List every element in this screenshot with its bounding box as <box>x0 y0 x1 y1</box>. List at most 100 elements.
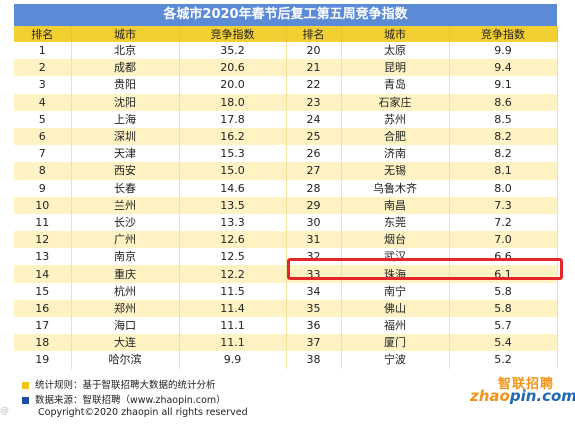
table-row: 15 杭州 11.5 34 南宁 5.8 <box>14 282 558 300</box>
cell-index: 8.2 <box>449 145 558 163</box>
cell-city: 杭州 <box>71 282 180 300</box>
cell-city: 深圳 <box>71 127 180 146</box>
header-index: 竞争指数 <box>179 26 287 42</box>
cell-city: 兰州 <box>71 196 180 214</box>
cell-city: 北京 <box>71 42 180 60</box>
cell-city: 哈尔滨 <box>71 351 180 369</box>
cell-index: 14.6 <box>179 179 287 197</box>
cell-index: 15.3 <box>179 145 287 163</box>
cell-index: 6.6 <box>449 248 558 266</box>
cell-city: 昆明 <box>341 59 450 77</box>
header-city: 城市 <box>341 26 450 42</box>
header-rank: 排名 <box>14 26 72 42</box>
cell-city: 太原 <box>341 42 450 60</box>
table-row: 7 天津 15.3 26 济南 8.2 <box>14 145 558 163</box>
cell-rank: 31 <box>286 231 342 249</box>
cell-index: 18.0 <box>179 93 287 111</box>
cell-rank: 10 <box>14 196 72 214</box>
cell-index: 11.5 <box>179 282 287 300</box>
cell-index: 11.1 <box>179 317 287 335</box>
cell-rank: 17 <box>14 317 72 335</box>
cell-rank: 34 <box>286 282 342 300</box>
table-header-row: 排名 城市 竞争指数 排名 城市 竞争指数 <box>14 26 558 42</box>
logo-cn: 智联招聘 <box>498 377 555 392</box>
cell-rank: 8 <box>14 162 72 180</box>
table-row: 4 沈阳 18.0 23 石家庄 8.6 <box>14 93 558 111</box>
cell-index: 8.5 <box>449 110 558 128</box>
cell-rank: 6 <box>14 127 72 146</box>
table-row: 17 海口 11.1 36 福州 5.7 <box>14 317 558 335</box>
cell-city: 烟台 <box>341 231 450 249</box>
header-index: 竞争指数 <box>449 26 558 42</box>
cell-rank: 7 <box>14 145 72 163</box>
cell-rank: 4 <box>14 93 72 111</box>
cell-index: 5.4 <box>449 334 558 352</box>
cell-rank: 30 <box>286 213 342 232</box>
cell-index: 5.8 <box>449 299 558 317</box>
cell-city: 苏州 <box>341 110 450 128</box>
yellow-square-icon <box>22 382 29 389</box>
cell-rank: 14 <box>14 265 72 283</box>
cell-rank: 12 <box>14 231 72 249</box>
cell-rank: 3 <box>14 76 72 94</box>
cell-index: 12.5 <box>179 248 287 266</box>
cell-city: 长沙 <box>71 213 180 232</box>
cell-city: 贵阳 <box>71 76 180 94</box>
cell-rank: 26 <box>286 145 342 163</box>
cell-index: 13.5 <box>179 196 287 214</box>
cell-rank: 29 <box>286 196 342 214</box>
cell-index: 12.2 <box>179 265 287 283</box>
highlight-box <box>287 258 563 280</box>
cell-index: 16.2 <box>179 127 287 146</box>
cell-index: 5.7 <box>449 317 558 335</box>
cell-rank: 13 <box>14 248 72 266</box>
cell-index: 7.0 <box>449 231 558 249</box>
cell-city: 宁波 <box>341 351 450 369</box>
cell-rank: 5 <box>14 110 72 128</box>
table-row: 5 上海 17.8 24 苏州 8.5 <box>14 110 558 128</box>
cell-rank: 23 <box>286 93 342 111</box>
cell-rank: 27 <box>286 162 342 180</box>
table-row: 12 广州 12.6 31 烟台 7.0 <box>14 231 558 249</box>
cell-rank: 35 <box>286 299 342 317</box>
table-row: 3 贵阳 20.0 22 青岛 9.1 <box>14 76 558 94</box>
cell-index: 5.2 <box>449 351 558 369</box>
ranking-table: 排名 城市 竞争指数 排名 城市 竞争指数 1 北京 35.2 20 太原 9.9 2 成都 2… <box>14 26 558 369</box>
cell-index: 7.3 <box>449 196 558 214</box>
cell-city: 大连 <box>71 334 180 352</box>
watermark: @ <box>0 406 9 416</box>
logo-en: zhaopin.com <box>470 387 575 405</box>
copyright: Copyright©2020 zhaopin all rights reserv… <box>38 407 248 418</box>
footer-source: 数据来源：智联招聘（www.zhaopin.com） <box>22 392 226 406</box>
cell-index: 7.2 <box>449 213 558 232</box>
cell-city: 佛山 <box>341 299 450 317</box>
cell-index: 20.0 <box>179 76 287 94</box>
cell-rank: 1 <box>14 42 72 60</box>
cell-city: 合肥 <box>341 127 450 146</box>
cell-rank: 22 <box>286 76 342 94</box>
cell-city: 青岛 <box>341 76 450 94</box>
cell-city: 南宁 <box>341 282 450 300</box>
table-row: 11 长沙 13.3 30 东莞 7.2 <box>14 213 558 232</box>
cell-index: 5.8 <box>449 282 558 300</box>
cell-rank: 36 <box>286 317 342 335</box>
cell-index: 20.6 <box>179 59 287 77</box>
blue-square-icon <box>22 397 29 404</box>
cell-city: 沈阳 <box>71 93 180 111</box>
cell-city: 成都 <box>71 59 180 77</box>
header-city: 城市 <box>71 26 180 42</box>
cell-rank: 28 <box>286 179 342 197</box>
cell-rank: 2 <box>14 59 72 77</box>
cell-rank: 9 <box>14 179 72 197</box>
cell-city: 石家庄 <box>341 93 450 111</box>
table-row: 2 成都 20.6 21 昆明 9.4 <box>14 59 558 77</box>
cell-index: 8.0 <box>449 179 558 197</box>
footer-rule-text: 统计规则：基于智联招聘大数据的统计分析 <box>35 380 216 391</box>
cell-city: 济南 <box>341 145 450 163</box>
table-row: 18 大连 11.1 37 厦门 5.4 <box>14 334 558 352</box>
cell-rank: 11 <box>14 213 72 232</box>
cell-city: 长春 <box>71 179 180 197</box>
cell-index: 8.1 <box>449 162 558 180</box>
cell-rank: 25 <box>286 127 342 146</box>
table-row: 19 哈尔滨 9.9 38 宁波 5.2 <box>14 351 558 369</box>
